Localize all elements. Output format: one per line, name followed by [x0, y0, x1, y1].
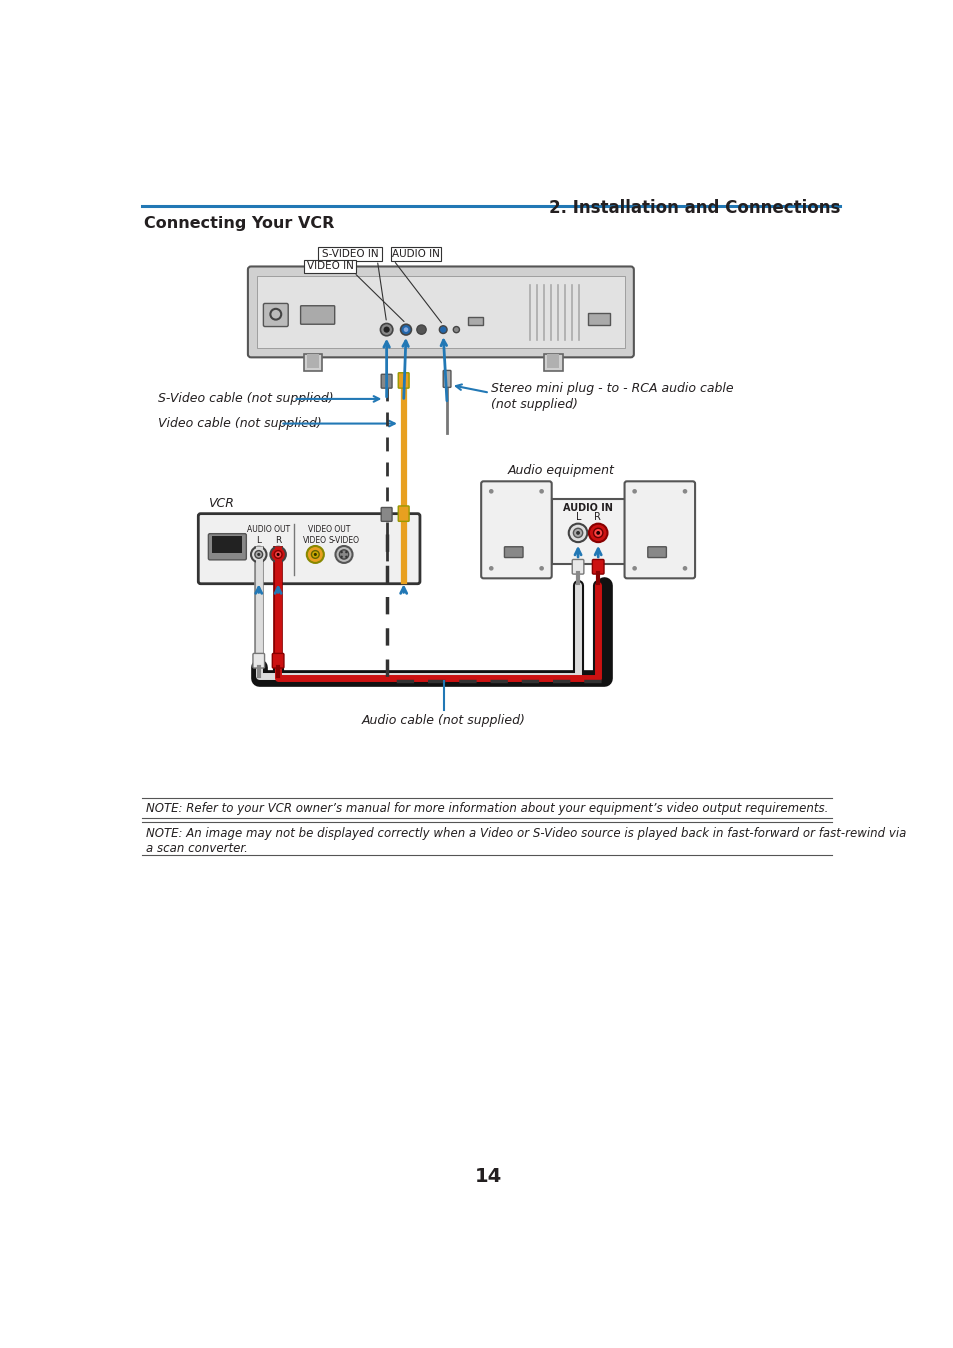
Circle shape — [488, 489, 493, 493]
Circle shape — [593, 528, 602, 538]
FancyBboxPatch shape — [397, 373, 409, 388]
Circle shape — [400, 325, 411, 336]
Text: NOTE: Refer to your VCR owner’s manual for more information about your equipment: NOTE: Refer to your VCR owner’s manual f… — [146, 802, 828, 816]
Text: VIDEO OUT: VIDEO OUT — [308, 526, 351, 534]
FancyBboxPatch shape — [381, 375, 392, 388]
Text: NOTE: An image may not be displayed correctly when a Video or S-Video source is : NOTE: An image may not be displayed corr… — [146, 828, 905, 855]
Circle shape — [314, 553, 316, 555]
Bar — [303, 355, 322, 371]
Circle shape — [632, 489, 637, 493]
Circle shape — [568, 523, 587, 542]
Circle shape — [453, 326, 459, 333]
Circle shape — [576, 531, 579, 535]
FancyBboxPatch shape — [253, 654, 264, 669]
Circle shape — [345, 555, 347, 558]
Circle shape — [335, 546, 353, 563]
Circle shape — [416, 325, 426, 334]
Circle shape — [682, 566, 686, 570]
Text: S-Video cable (not supplied): S-Video cable (not supplied) — [158, 392, 334, 406]
Bar — [468, 317, 483, 325]
FancyBboxPatch shape — [551, 499, 624, 563]
Text: R: R — [594, 512, 600, 523]
Circle shape — [340, 555, 342, 558]
Circle shape — [307, 546, 323, 563]
Bar — [546, 355, 558, 368]
FancyBboxPatch shape — [248, 267, 633, 357]
Circle shape — [380, 324, 393, 336]
Text: 2. Installation and Connections: 2. Installation and Connections — [548, 198, 840, 217]
Bar — [212, 537, 242, 553]
Circle shape — [274, 550, 282, 558]
Text: Audio equipment: Audio equipment — [507, 465, 614, 477]
Text: Stereo mini plug - to - RCA audio cable: Stereo mini plug - to - RCA audio cable — [491, 383, 733, 395]
Text: AUDIO OUT: AUDIO OUT — [247, 526, 290, 534]
Circle shape — [682, 489, 686, 493]
FancyBboxPatch shape — [480, 481, 551, 578]
Circle shape — [251, 547, 266, 562]
FancyBboxPatch shape — [592, 559, 603, 574]
Bar — [257, 276, 624, 348]
FancyBboxPatch shape — [263, 303, 288, 326]
Circle shape — [488, 566, 493, 570]
Circle shape — [439, 326, 447, 333]
Circle shape — [270, 547, 286, 562]
FancyBboxPatch shape — [397, 506, 409, 522]
Text: AUDIO IN: AUDIO IN — [392, 249, 439, 259]
Circle shape — [383, 326, 390, 333]
Text: VCR: VCR — [208, 497, 234, 510]
Bar — [307, 355, 319, 368]
Text: L: L — [256, 537, 261, 545]
FancyBboxPatch shape — [300, 306, 335, 325]
Bar — [587, 313, 609, 325]
Text: L: L — [576, 512, 581, 523]
FancyBboxPatch shape — [208, 534, 246, 559]
Text: Audio cable (not supplied): Audio cable (not supplied) — [361, 713, 525, 727]
FancyBboxPatch shape — [624, 481, 695, 578]
Circle shape — [403, 328, 408, 332]
Circle shape — [538, 489, 543, 493]
Circle shape — [596, 531, 599, 535]
Text: AUDIO IN: AUDIO IN — [562, 503, 613, 514]
FancyBboxPatch shape — [504, 547, 522, 558]
Circle shape — [254, 550, 262, 558]
Circle shape — [339, 550, 348, 559]
FancyBboxPatch shape — [647, 547, 666, 558]
Circle shape — [340, 551, 342, 553]
Text: (not supplied): (not supplied) — [491, 398, 578, 411]
FancyBboxPatch shape — [572, 559, 583, 574]
FancyBboxPatch shape — [381, 507, 392, 522]
Text: S-VIDEO IN: S-VIDEO IN — [321, 249, 378, 259]
Text: VIDEO: VIDEO — [303, 537, 327, 545]
Text: VIDEO IN: VIDEO IN — [307, 262, 354, 271]
FancyBboxPatch shape — [318, 247, 381, 262]
FancyBboxPatch shape — [198, 514, 419, 584]
Text: Connecting Your VCR: Connecting Your VCR — [144, 216, 335, 231]
Circle shape — [276, 553, 279, 555]
Text: R: R — [274, 537, 281, 545]
Text: S-VIDEO: S-VIDEO — [328, 537, 359, 545]
Circle shape — [345, 551, 347, 553]
FancyBboxPatch shape — [391, 247, 440, 262]
Circle shape — [573, 528, 582, 538]
Circle shape — [538, 566, 543, 570]
FancyBboxPatch shape — [443, 371, 451, 387]
Bar — [543, 355, 562, 371]
Text: Video cable (not supplied): Video cable (not supplied) — [158, 417, 321, 430]
Circle shape — [588, 523, 607, 542]
Circle shape — [257, 553, 260, 555]
Circle shape — [311, 550, 319, 558]
FancyBboxPatch shape — [304, 260, 356, 274]
Text: 14: 14 — [475, 1167, 502, 1186]
FancyBboxPatch shape — [272, 654, 284, 669]
Circle shape — [632, 566, 637, 570]
